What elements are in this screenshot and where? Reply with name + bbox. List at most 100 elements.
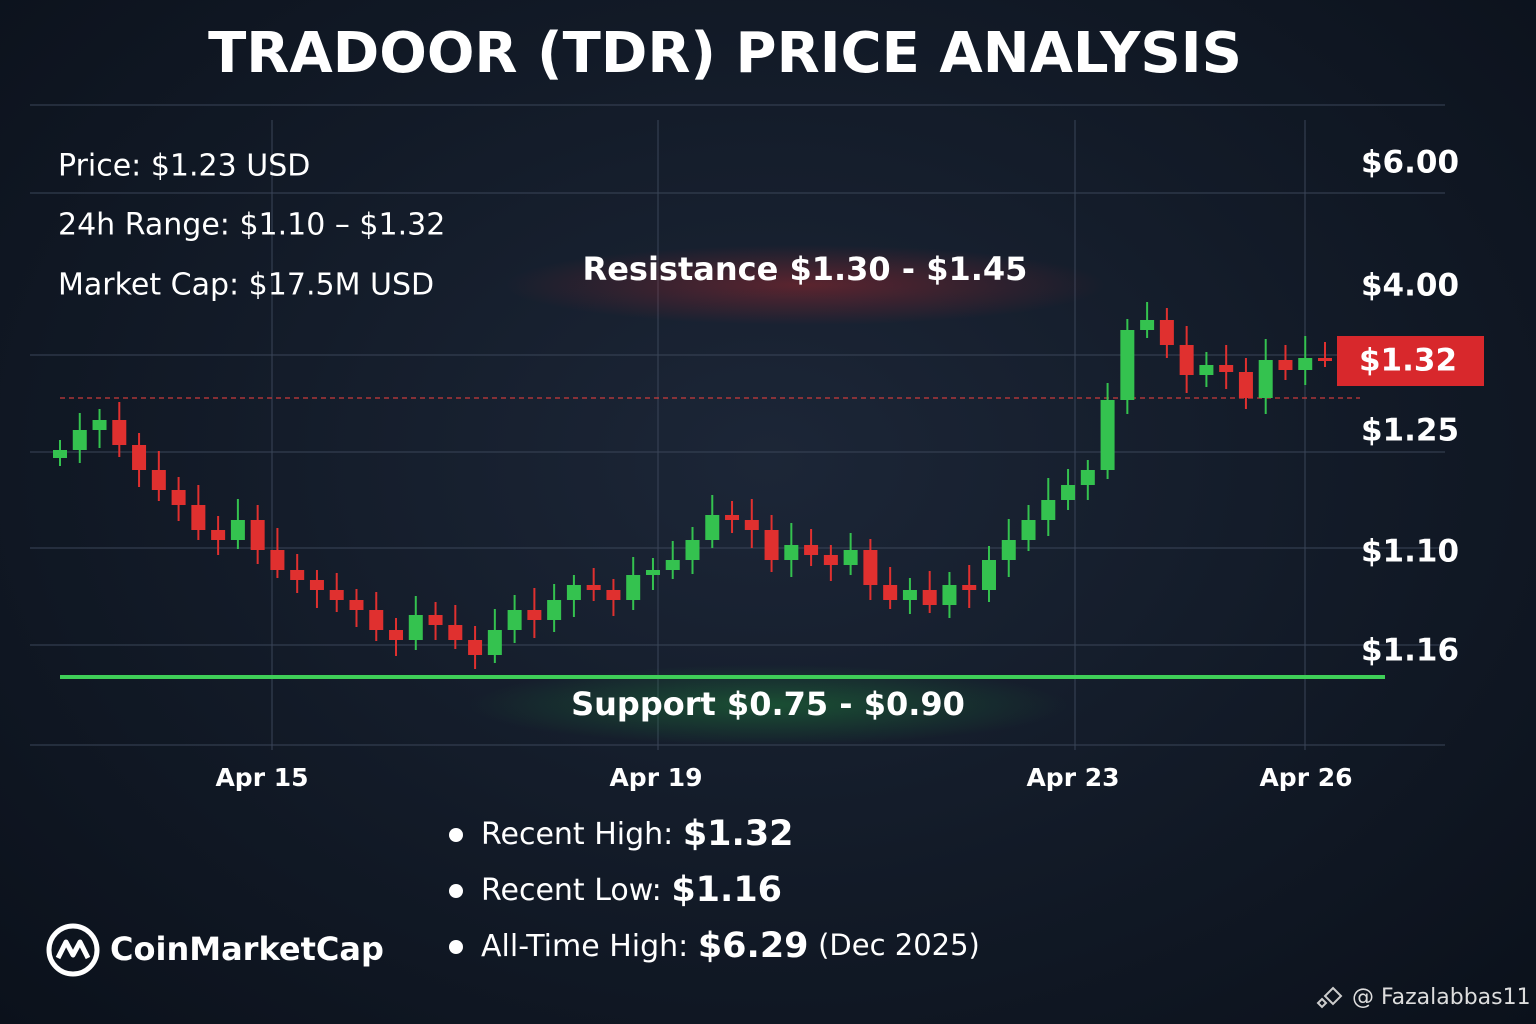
candle-body (250, 520, 265, 550)
candle-body (507, 610, 522, 630)
candle-body (1318, 358, 1332, 361)
candle-body (1219, 365, 1234, 372)
candles (53, 302, 1332, 669)
candle-body (1179, 345, 1194, 375)
candle-body (1298, 358, 1313, 370)
x-label: Apr 26 (1259, 763, 1352, 792)
candle-body (1061, 485, 1076, 500)
grid (30, 104, 1445, 750)
candle-body (626, 575, 641, 600)
watermark-icon (1316, 986, 1343, 1009)
candle-body (1080, 470, 1095, 485)
candle-body (468, 640, 483, 655)
candle-body (586, 585, 601, 590)
brand-logo (46, 923, 100, 977)
candle-body (1199, 365, 1214, 375)
bullet-value: $1.32 (683, 814, 794, 854)
brand: CoinMarketCap (46, 923, 384, 977)
candle-body (132, 445, 147, 470)
candle-body (962, 585, 977, 590)
candle-body (922, 590, 937, 605)
brand-name: CoinMarketCap (110, 930, 384, 968)
support-glow (468, 665, 1068, 745)
candle-body (230, 520, 245, 540)
candle-body (1278, 360, 1293, 370)
bullet-label: Recent Low: (481, 873, 662, 908)
candle-body (211, 530, 226, 540)
x-label: Apr 15 (215, 763, 308, 792)
candle-body (1159, 320, 1174, 345)
stats: Price: $1.23 USD 24h Range: $1.10 – $1.3… (58, 149, 445, 303)
y-axis: $6.00 $4.00 $1.25 $1.10 $1.16 (1361, 145, 1459, 669)
bullet-dot (449, 940, 463, 954)
bullet: Recent Low: $1.16 (481, 870, 782, 910)
x-axis: Apr 15 Apr 19 Apr 23 Apr 26 (215, 763, 1352, 792)
x-label: Apr 19 (609, 763, 702, 792)
candle-body (902, 590, 917, 600)
y-label: $6.00 (1361, 145, 1459, 181)
candle-body (883, 585, 898, 600)
current-price: $1.32 (1359, 343, 1457, 379)
y-label: $1.16 (1361, 633, 1459, 669)
candle-body (270, 550, 285, 570)
candle-body (725, 515, 740, 520)
y-label: $1.10 (1361, 534, 1459, 570)
bullet-dot (449, 828, 463, 842)
candle-body (1258, 360, 1273, 398)
candle-body (645, 570, 660, 575)
resistance-glow (505, 245, 1105, 325)
candle-body (547, 600, 562, 620)
bullet-value: $6.29 (698, 926, 809, 966)
candle-body (981, 560, 996, 590)
bullet-value: $1.16 (671, 870, 782, 910)
candle-body (1021, 520, 1036, 540)
candle-body (329, 590, 344, 600)
candle-body (764, 530, 779, 560)
candle-body (448, 625, 463, 640)
candle-body (566, 585, 581, 600)
resistance-label: Resistance $1.30 - $1.45 (583, 250, 1028, 288)
candle-body (1238, 372, 1253, 398)
candle-body (349, 600, 364, 610)
bullet: Recent High: $1.32 (481, 814, 794, 854)
brand-logo-mark (55, 939, 91, 960)
candle-body (92, 420, 107, 430)
candle-body (665, 560, 680, 570)
candle-body (863, 550, 878, 585)
y-label: $1.25 (1361, 413, 1459, 449)
candle-body (1041, 500, 1056, 520)
candle-body (685, 540, 700, 560)
candle-body (1120, 330, 1135, 400)
candle-body (309, 580, 324, 590)
candle-body (942, 585, 957, 605)
watermark: @ Fazalabbas11 (1352, 985, 1531, 1010)
candle-body (428, 615, 443, 625)
support-label: Support $0.75 - $0.90 (571, 685, 965, 723)
bullet-label: Recent High: (481, 817, 673, 852)
candle-body (151, 470, 166, 490)
candle-body (1100, 400, 1115, 470)
bullet-label: All-Time High: (481, 929, 688, 964)
stat: Market Cap: $17.5M USD (58, 268, 434, 303)
candle-body (72, 430, 87, 450)
y-label: $4.00 (1361, 268, 1459, 304)
candle-body (705, 515, 720, 540)
stat: 24h Range: $1.10 – $1.32 (58, 208, 445, 243)
candle-body (191, 505, 206, 530)
candle-body (843, 550, 858, 565)
candle-body (744, 520, 759, 530)
candle-body (784, 545, 799, 560)
x-label: Apr 23 (1026, 763, 1119, 792)
bullets: Recent High: $1.32 Recent Low: $1.16 All… (449, 814, 980, 966)
candle-body (487, 630, 502, 655)
bullet-note: (Dec 2025) (818, 928, 980, 962)
bullet-dot (449, 884, 463, 898)
candle-body (823, 555, 838, 565)
candle-body (1001, 540, 1016, 560)
current-price-box (1337, 336, 1484, 386)
candle-body (389, 630, 404, 640)
candle-body (527, 610, 542, 620)
candle-body (408, 615, 423, 640)
